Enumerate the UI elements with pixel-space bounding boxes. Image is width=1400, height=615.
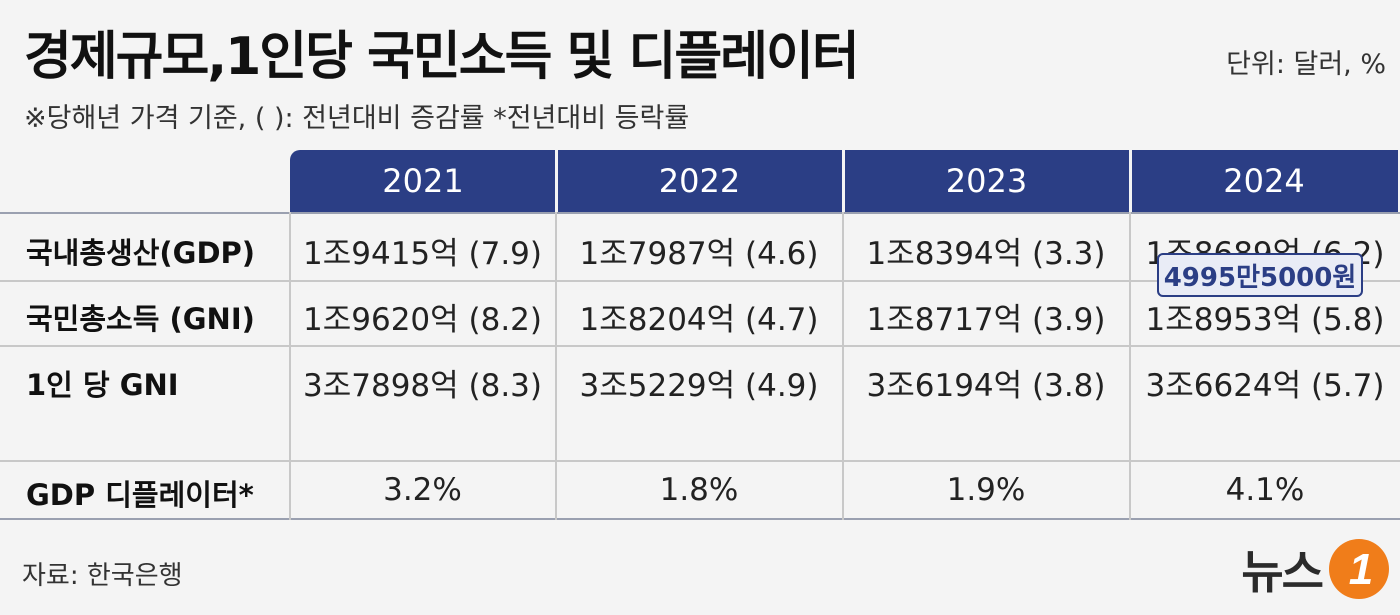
unit-label: 단위: 달러, % <box>1226 49 1386 80</box>
krw-value-badge: 4995만5000원 <box>1157 253 1363 297</box>
table-cell: 3조5229억 (4.9) <box>579 368 819 404</box>
source-note: 자료: 한국은행 <box>22 561 183 591</box>
row-divider <box>0 212 1400 214</box>
row-divider <box>0 345 1400 347</box>
table-cell: 1조7987억 (4.6) <box>579 236 819 272</box>
table-cell: 1조8717억 (3.9) <box>866 302 1106 338</box>
table-cell: 3조6194억 (3.8) <box>866 368 1106 404</box>
subtitle: ※당해년 가격 기준, ( ): 전년대비 증감률 *전년대비 등락률 <box>24 103 690 134</box>
header-2024: 2024 <box>1130 150 1398 212</box>
row-divider <box>0 460 1400 462</box>
row-label-deflator: GDP 디플레이터* <box>26 478 254 512</box>
column-divider <box>842 212 844 520</box>
table-cell: 4.1% <box>1225 472 1305 508</box>
table-cell: 1조9620억 (8.2) <box>303 302 542 338</box>
table-cell: 1.8% <box>659 472 739 508</box>
header-separator <box>1129 150 1132 212</box>
header-row: 2021 2022 2023 2024 <box>290 150 1398 212</box>
row-label-gdp: 국내총생산(GDP) <box>26 236 256 270</box>
news1-logo: 뉴스 1 <box>1241 536 1390 602</box>
header-2022: 2022 <box>556 150 843 212</box>
table-cell: 3.2% <box>383 472 462 508</box>
table-cell: 1조9415억 (7.9) <box>303 236 542 272</box>
news1-logo-icon: 1 <box>1329 539 1389 599</box>
chart-title: 경제규모,1인당 국민소득 및 디플레이터 <box>24 27 860 87</box>
table-cell: 3조6624억 (5.7) <box>1145 368 1385 404</box>
header-2021: 2021 <box>290 150 556 212</box>
column-divider <box>1129 212 1131 520</box>
table-cell: 3조7898억 (8.3) <box>303 368 542 404</box>
column-divider <box>555 212 557 520</box>
header-2023: 2023 <box>843 150 1130 212</box>
header-separator <box>842 150 845 212</box>
logo-mark: 1 <box>1349 545 1373 594</box>
table-cell: 1조8204억 (4.7) <box>579 302 819 338</box>
row-label-gni: 국민총소득 (GNI) <box>26 302 255 336</box>
table-cell: 1조8953억 (5.8) <box>1145 302 1385 338</box>
row-divider <box>0 280 1400 282</box>
table-cell: 1조8394억 (3.3) <box>866 236 1106 272</box>
row-divider <box>0 518 1400 520</box>
table-cell: 1.9% <box>946 472 1026 508</box>
column-divider <box>289 212 291 520</box>
header-separator <box>555 150 558 212</box>
logo-text: 뉴스 <box>1241 545 1324 599</box>
row-label-gni-per-capita: 1인 당 GNI <box>26 368 179 402</box>
